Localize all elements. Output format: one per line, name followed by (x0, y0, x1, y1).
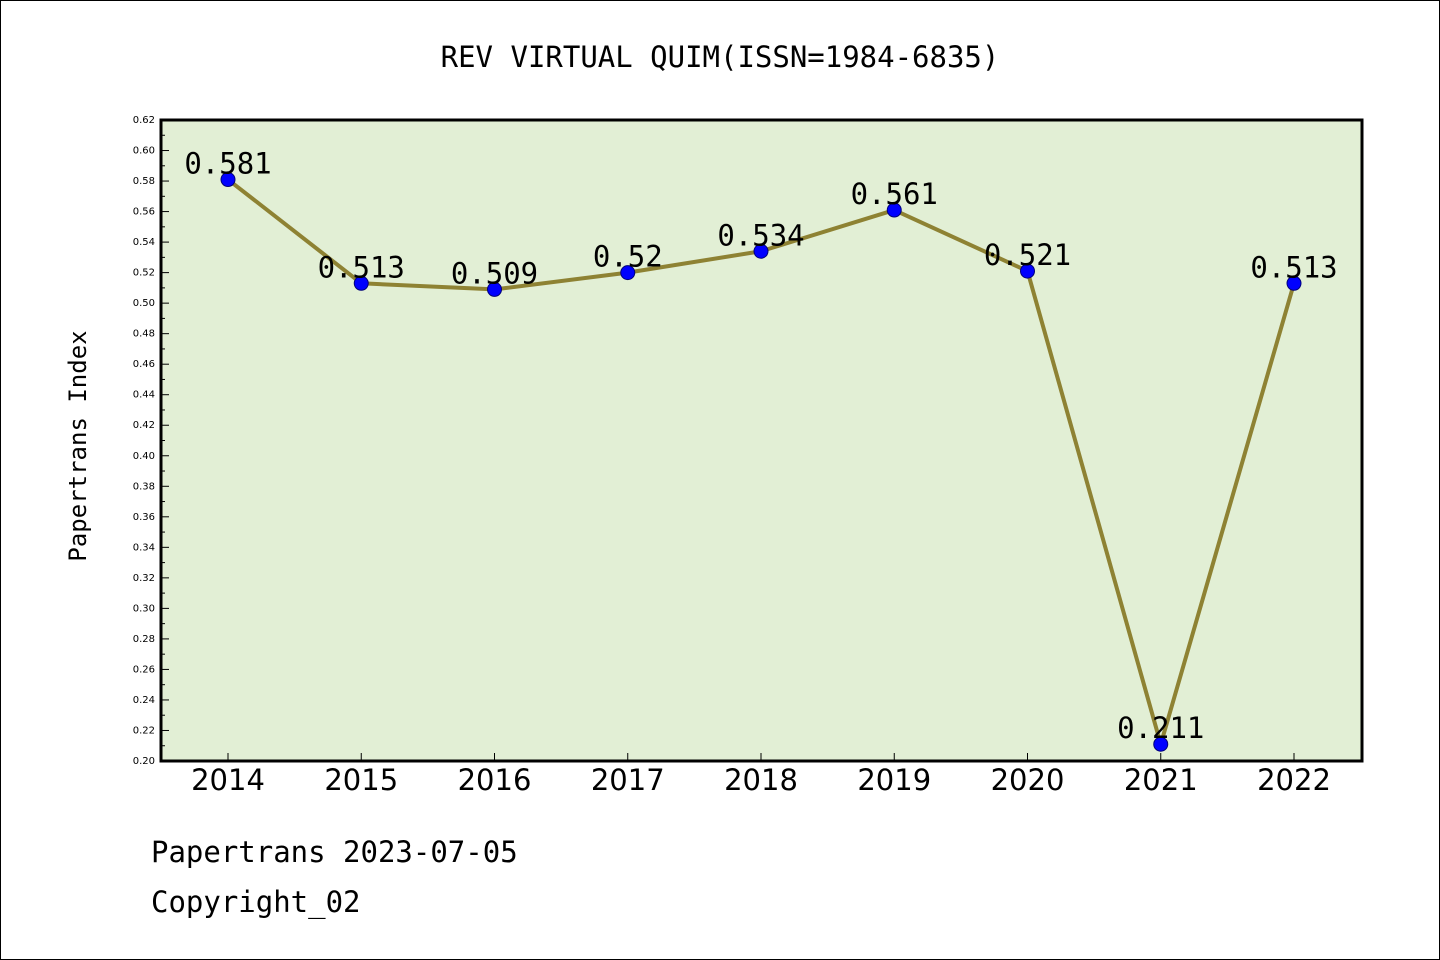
data-label: 0.534 (717, 218, 804, 252)
data-point (220, 172, 236, 188)
y-tick-label: 0.42 (133, 420, 155, 431)
footer-date: Papertrans 2023-07-05 (151, 835, 518, 869)
y-tick-label: 0.32 (133, 573, 155, 584)
chart-title: REV VIRTUAL QUIM(ISSN=1984-6835) (441, 40, 1000, 74)
x-tick-label: 2017 (591, 763, 665, 797)
y-tick-label: 0.46 (133, 359, 155, 370)
x-tick-label: 2014 (191, 763, 265, 797)
y-tick-label: 0.28 (133, 634, 155, 645)
y-tick-label: 0.36 (133, 512, 155, 523)
data-point (1153, 736, 1169, 752)
x-tick-label: 2021 (1124, 763, 1198, 797)
data-point (620, 265, 636, 281)
y-tick-label: 0.48 (133, 329, 155, 340)
y-tick-label: 0.54 (133, 237, 155, 248)
y-tick-label: 0.26 (133, 664, 155, 675)
y-tick-label: 0.60 (133, 146, 155, 157)
x-axis-ticks: 2014 2015 2016 2017 2018 2019 2020 2021 2022 (191, 753, 1331, 797)
data-label: 0.521 (984, 238, 1071, 272)
data-point (886, 202, 902, 218)
x-tick-label: 2018 (724, 763, 798, 797)
y-tick-label: 0.30 (133, 603, 155, 614)
data-label: 0.211 (1117, 711, 1204, 745)
x-tick-label: 2015 (324, 763, 398, 797)
y-tick-label: 0.52 (133, 268, 155, 279)
y-tick-label: 0.44 (133, 390, 155, 401)
y-tick-label: 0.22 (133, 725, 155, 736)
data-label: 0.513 (1250, 250, 1337, 284)
data-series: 0.581 0.513 0.509 0.52 0.534 0.561 0.521 0.211 0… (184, 147, 1338, 752)
data-point (353, 275, 369, 291)
data-point (487, 281, 502, 297)
data-label: 0.513 (318, 250, 405, 284)
footer-copyright: Copyright_02 (151, 885, 361, 919)
data-point (1020, 263, 1035, 279)
y-tick-label: 0.56 (133, 207, 155, 218)
plot-area (159, 118, 1364, 763)
x-tick-label: 2020 (991, 763, 1065, 797)
data-label: 0.581 (184, 147, 271, 181)
x-tick-label: 2019 (857, 763, 931, 797)
y-tick-label: 0.50 (133, 298, 155, 309)
y-axis-label: Papertrans Index (64, 330, 92, 561)
y-tick-label: 0.24 (133, 695, 155, 706)
x-tick-label: 2016 (458, 763, 532, 797)
data-label: 0.509 (451, 256, 538, 290)
data-point (753, 243, 769, 259)
y-tick-label: 0.38 (133, 481, 155, 492)
y-tick-label: 0.40 (133, 451, 155, 462)
x-tick-label: 2022 (1257, 763, 1331, 797)
data-point (1286, 275, 1302, 291)
data-label: 0.561 (851, 177, 938, 211)
data-label: 0.52 (593, 240, 663, 274)
y-tick-label: 0.20 (133, 756, 155, 767)
y-tick-label: 0.62 (133, 115, 155, 126)
y-tick-label: 0.58 (133, 176, 155, 187)
y-tick-label: 0.34 (133, 542, 155, 553)
y-axis-ticks: 0.20 0.22 0.24 0.26 0.28 0.30 0.32 0.34 0.36 0.38… (133, 115, 169, 767)
